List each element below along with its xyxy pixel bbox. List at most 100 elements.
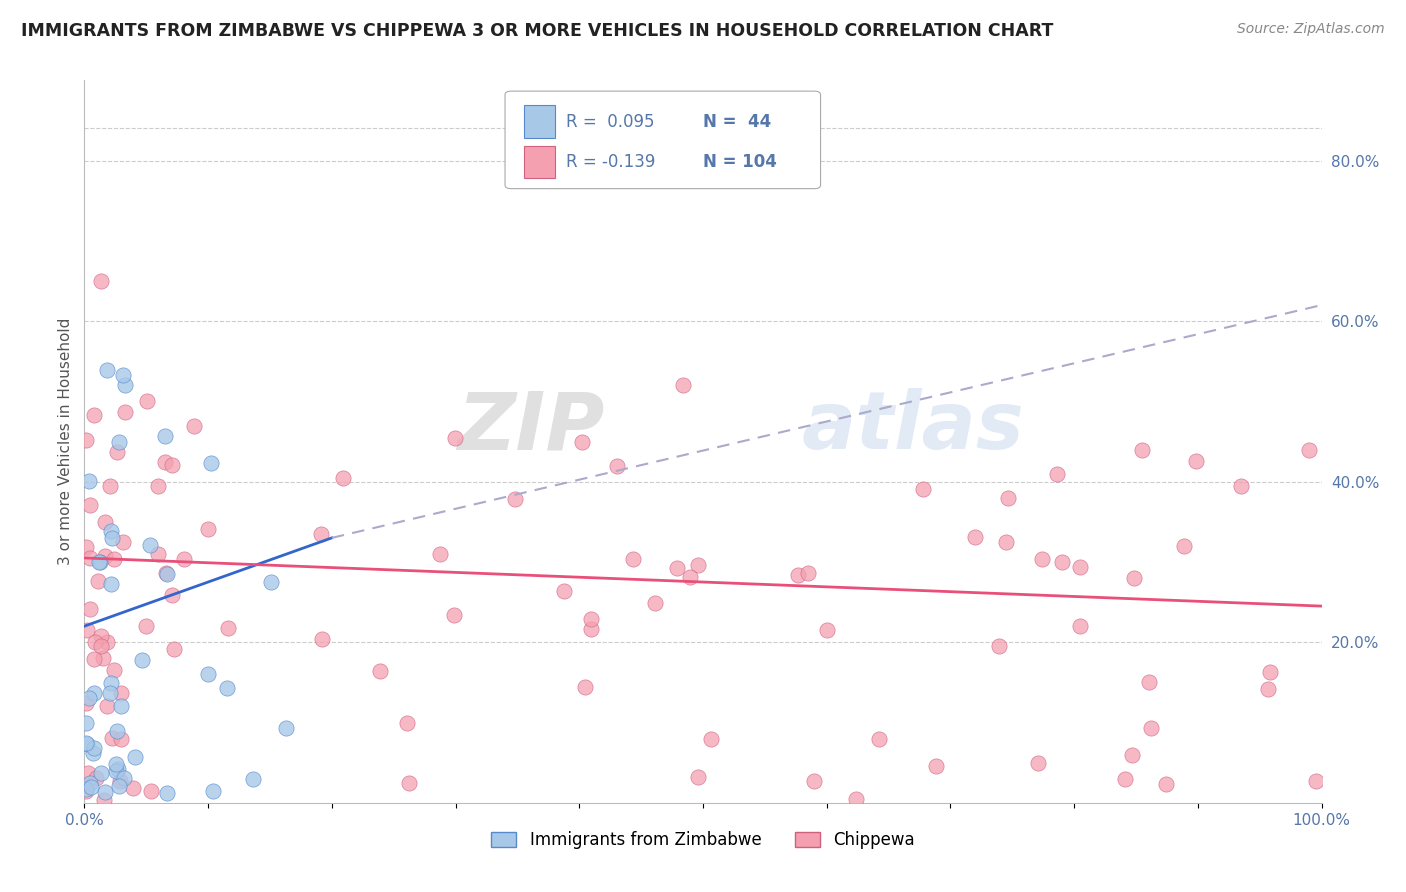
Point: [672, 378, 695, 392]
Point: [75, 433, 97, 447]
Point: [108, 779, 131, 793]
Point: [148, 547, 170, 561]
Point: [443, 608, 465, 623]
Point: [79, 775, 101, 789]
Text: atlas: atlas: [801, 388, 1025, 467]
Point: [1185, 454, 1208, 468]
Point: [429, 548, 451, 562]
Point: [112, 368, 135, 382]
Point: [1139, 722, 1161, 736]
Point: [82, 747, 104, 761]
Point: [332, 471, 354, 485]
Point: [76, 623, 98, 637]
Text: N = 104: N = 104: [703, 153, 778, 171]
Point: [574, 680, 596, 694]
Point: [131, 653, 153, 667]
Point: [100, 577, 122, 591]
Point: [1052, 556, 1074, 570]
Point: [114, 405, 136, 419]
Point: [83, 408, 105, 422]
Point: [398, 776, 420, 790]
Point: [79, 475, 101, 489]
Point: [112, 534, 135, 549]
Point: [75, 716, 97, 731]
Point: [925, 759, 948, 773]
Point: [110, 686, 132, 700]
Point: [75, 736, 97, 750]
Text: ZIP: ZIP: [457, 388, 605, 467]
Point: [505, 492, 527, 507]
Point: [135, 619, 157, 633]
Point: [200, 456, 222, 470]
Point: [75, 783, 97, 797]
Point: [96, 635, 118, 649]
Point: [75, 696, 97, 710]
Point: [160, 458, 183, 472]
Point: [124, 750, 146, 764]
Point: [100, 676, 122, 690]
Point: [94, 549, 117, 563]
Point: [1137, 674, 1160, 689]
Point: [104, 756, 127, 771]
Point: [553, 584, 575, 599]
Point: [202, 784, 225, 798]
Point: [606, 458, 628, 473]
Point: [1257, 682, 1279, 697]
Text: N =  44: N = 44: [703, 112, 772, 131]
Point: [1156, 777, 1178, 791]
Point: [83, 741, 105, 756]
Bar: [523, 146, 554, 178]
Point: [260, 575, 283, 590]
Point: [100, 524, 122, 538]
Point: [686, 770, 709, 784]
Point: [79, 780, 101, 794]
Point: [1298, 442, 1320, 457]
Point: [1258, 665, 1281, 679]
Point: [276, 722, 298, 736]
Point: [665, 561, 688, 575]
FancyBboxPatch shape: [505, 91, 821, 189]
Point: [163, 642, 186, 657]
Point: [153, 455, 176, 469]
Point: [105, 445, 128, 459]
Point: [678, 569, 700, 583]
Point: [160, 588, 183, 602]
Point: [148, 479, 170, 493]
Text: R = -0.139: R = -0.139: [565, 153, 655, 171]
Point: [1114, 772, 1136, 786]
Point: [311, 632, 333, 647]
Point: [87, 574, 110, 588]
Point: [75, 781, 97, 796]
Point: [93, 792, 115, 806]
Point: [112, 771, 135, 785]
Point: [108, 774, 131, 789]
Point: [803, 773, 825, 788]
Point: [83, 652, 105, 666]
Point: [1173, 539, 1195, 553]
Point: [1305, 773, 1327, 788]
Point: [965, 530, 987, 544]
Point: [686, 558, 709, 572]
Point: [107, 435, 129, 450]
Point: [90, 629, 112, 643]
Point: [98, 479, 121, 493]
Point: [368, 665, 391, 679]
Point: [868, 732, 890, 747]
Legend: Immigrants from Zimbabwe, Chippewa: Immigrants from Zimbabwe, Chippewa: [485, 824, 921, 856]
Point: [845, 792, 868, 806]
Point: [79, 601, 101, 615]
Point: [87, 555, 110, 569]
Point: [700, 731, 723, 746]
Point: [579, 612, 602, 626]
Point: [90, 274, 112, 288]
Point: [136, 394, 159, 409]
Point: [815, 624, 838, 638]
Point: [101, 532, 124, 546]
Text: R =  0.095: R = 0.095: [565, 112, 654, 131]
Point: [395, 715, 418, 730]
Point: [77, 691, 100, 706]
Point: [75, 540, 97, 554]
Point: [644, 596, 666, 610]
Point: [105, 764, 128, 779]
Point: [197, 522, 219, 536]
